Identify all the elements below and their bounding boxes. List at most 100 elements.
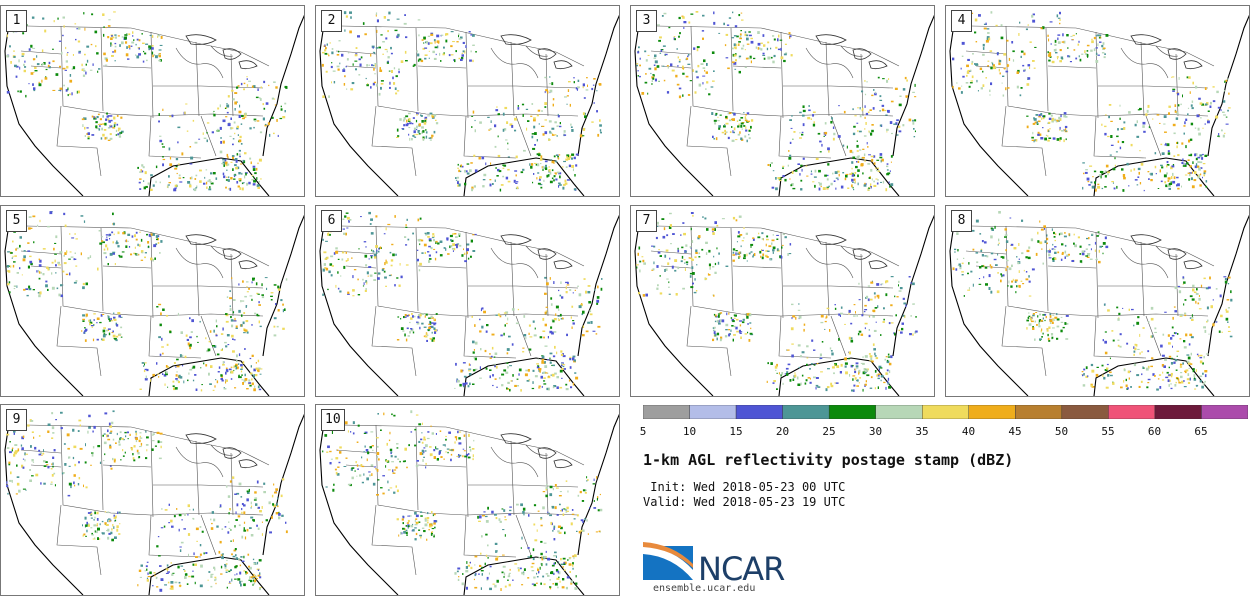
reflectivity-echo [982, 47, 985, 50]
reflectivity-echo [794, 374, 797, 378]
reflectivity-echo [14, 64, 17, 68]
reflectivity-echo [90, 517, 93, 519]
reflectivity-echo [1189, 91, 1191, 94]
reflectivity-echo [1205, 185, 1208, 188]
reflectivity-echo [1073, 242, 1075, 245]
reflectivity-echo [750, 327, 752, 330]
reflectivity-echo [677, 65, 679, 67]
reflectivity-echo [378, 92, 381, 96]
reflectivity-echo [116, 115, 119, 117]
reflectivity-echo [217, 371, 220, 373]
reflectivity-echo [871, 94, 874, 97]
reflectivity-echo [88, 414, 91, 418]
reflectivity-echo [22, 32, 25, 35]
reflectivity-echo [559, 386, 563, 389]
reflectivity-echo [101, 532, 103, 534]
reflectivity-echo [227, 156, 229, 159]
reflectivity-echo [1191, 171, 1193, 174]
reflectivity-echo [1174, 310, 1177, 313]
reflectivity-echo [115, 129, 118, 132]
reflectivity-echo [527, 120, 530, 122]
reflectivity-echo [1167, 150, 1170, 152]
reflectivity-echo [435, 122, 439, 125]
reflectivity-echo [702, 216, 704, 218]
reflectivity-echo [1017, 262, 1020, 265]
reflectivity-echo [84, 135, 86, 137]
reflectivity-echo [1175, 369, 1178, 371]
reflectivity-echo [1230, 298, 1233, 302]
reflectivity-echo [574, 174, 576, 177]
reflectivity-echo [746, 43, 750, 45]
reflectivity-echo [1170, 383, 1172, 385]
reflectivity-echo [215, 582, 217, 585]
reflectivity-echo [798, 303, 800, 305]
reflectivity-echo [857, 160, 860, 163]
reflectivity-echo [226, 111, 229, 114]
reflectivity-echo [159, 44, 163, 46]
reflectivity-echo [1048, 253, 1051, 257]
reflectivity-echo [119, 255, 121, 258]
reflectivity-echo [1030, 320, 1034, 323]
reflectivity-echo [986, 36, 990, 39]
reflectivity-echo [117, 129, 120, 132]
reflectivity-echo [23, 250, 26, 252]
reflectivity-echo [391, 243, 394, 246]
reflectivity-echo [1056, 56, 1059, 58]
reflectivity-echo [67, 94, 69, 97]
reflectivity-echo [702, 82, 704, 85]
reflectivity-echo [686, 263, 689, 266]
reflectivity-echo [233, 339, 236, 341]
reflectivity-echo [464, 50, 466, 54]
reflectivity-echo [47, 267, 50, 271]
reflectivity-echo [104, 122, 107, 126]
reflectivity-echo [62, 270, 65, 273]
reflectivity-echo [800, 188, 803, 191]
reflectivity-echo [813, 176, 817, 178]
reflectivity-echo [655, 225, 659, 227]
reflectivity-echo [63, 212, 66, 216]
reflectivity-echo [643, 262, 646, 265]
reflectivity-echo [859, 377, 861, 379]
reflectivity-echo [1065, 128, 1067, 130]
reflectivity-echo [806, 175, 809, 177]
reflectivity-echo [375, 215, 378, 218]
reflectivity-echo [1175, 111, 1179, 114]
reflectivity-echo [713, 255, 715, 258]
reflectivity-echo [103, 52, 106, 56]
reflectivity-echo [1025, 271, 1028, 273]
reflectivity-echo [984, 241, 987, 244]
reflectivity-echo [280, 108, 283, 111]
reflectivity-echo [1046, 242, 1048, 245]
reflectivity-echo [1057, 251, 1060, 254]
reflectivity-echo [739, 131, 741, 134]
reflectivity-echo [915, 316, 917, 318]
reflectivity-echo [505, 315, 507, 317]
reflectivity-echo [83, 117, 85, 120]
reflectivity-echo [1204, 154, 1208, 157]
reflectivity-echo [391, 70, 393, 73]
reflectivity-echo [1091, 369, 1095, 373]
reflectivity-echo [53, 449, 56, 452]
reflectivity-echo [161, 346, 164, 348]
reflectivity-echo [1052, 243, 1054, 246]
reflectivity-echo [1054, 257, 1057, 260]
reflectivity-echo [457, 167, 459, 169]
reflectivity-echo [150, 257, 153, 261]
reflectivity-echo [124, 34, 127, 36]
reflectivity-echo [424, 336, 428, 338]
reflectivity-echo [558, 309, 560, 311]
reflectivity-echo [787, 253, 789, 256]
reflectivity-echo [987, 32, 990, 34]
reflectivity-echo [236, 125, 239, 128]
reflectivity-echo [234, 164, 237, 167]
reflectivity-echo [767, 164, 770, 166]
reflectivity-echo [749, 332, 753, 335]
reflectivity-echo [125, 53, 129, 57]
reflectivity-echo [139, 171, 142, 173]
reflectivity-echo [31, 16, 35, 19]
reflectivity-echo [232, 338, 234, 340]
reflectivity-echo [877, 305, 879, 308]
reflectivity-echo [47, 288, 49, 291]
reflectivity-echo [204, 176, 206, 179]
reflectivity-echo [762, 34, 765, 37]
